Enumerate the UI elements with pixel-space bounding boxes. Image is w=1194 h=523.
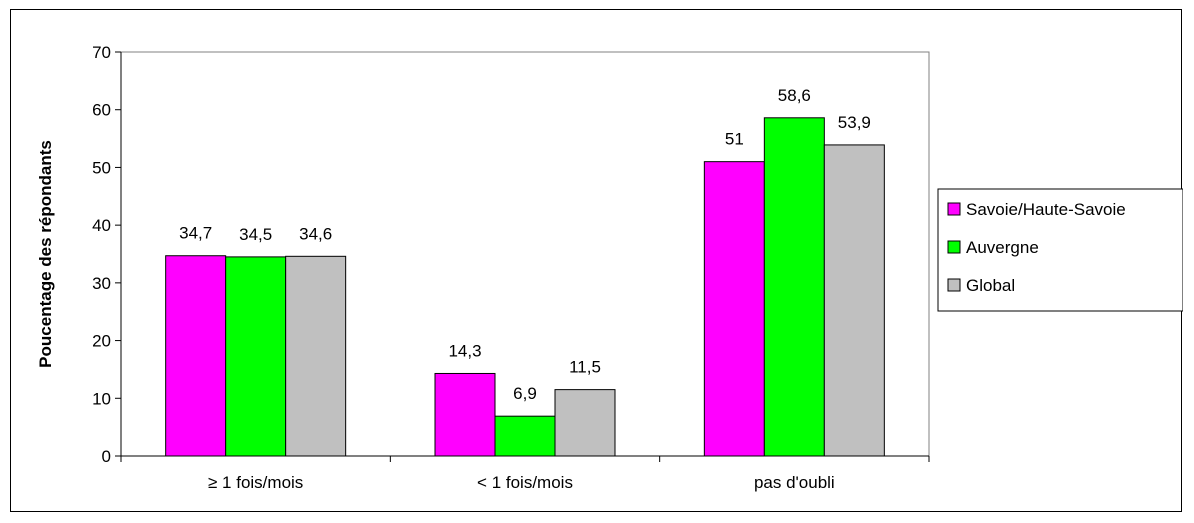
data-label: 14,3: [448, 341, 481, 360]
x-axis: ≥ 1 fois/mois < 1 fois/mois pas d'oubli: [120, 455, 930, 492]
legend-box: [937, 188, 1183, 312]
bar: [494, 415, 556, 457]
legend-label: Global: [966, 276, 1015, 295]
y-tick-label: 20: [92, 332, 111, 351]
x-category-label: < 1 fois/mois: [477, 473, 573, 492]
bar: [285, 255, 347, 457]
y-tick-label: 30: [92, 274, 111, 293]
data-label: 58,6: [778, 86, 811, 105]
bar: [165, 255, 227, 457]
bar: [554, 389, 616, 457]
y-axis-label: Poucentage des répondants: [36, 140, 55, 368]
bar: [434, 372, 496, 457]
bar: [823, 144, 885, 457]
legend-swatch: [947, 202, 961, 216]
data-label: 34,7: [179, 224, 212, 243]
legend: Savoie/Haute-Savoie Auvergne Global: [937, 188, 1183, 312]
data-label: 51: [725, 130, 744, 149]
data-label: 6,9: [513, 384, 537, 403]
data-label: 11,5: [569, 358, 601, 377]
chart-frame: 0 10 20 30 40 50 60 70 ≥ 1 fois/mois < 1 fois/mo…: [10, 9, 1183, 512]
legend-label: Auvergne: [966, 238, 1039, 257]
y-tick-label: 10: [92, 389, 111, 408]
legend-swatch: [947, 240, 961, 254]
legend-label: Savoie/Haute-Savoie: [966, 200, 1126, 219]
data-label: 34,5: [239, 225, 272, 244]
y-tick-label: 70: [92, 43, 111, 62]
x-category-label: pas d'oubli: [754, 473, 835, 492]
bar: [763, 117, 825, 457]
y-tick-label: 0: [102, 447, 111, 466]
bars: [165, 117, 885, 457]
legend-swatch: [947, 278, 961, 292]
bar: [225, 256, 287, 457]
data-label: 34,6: [299, 224, 332, 243]
y-tick-label: 50: [92, 158, 111, 177]
bar: [703, 161, 765, 457]
data-labels: 34,7 34,5 34,6 14,3 6,9 11,5 51 58,6 53,9: [179, 86, 871, 403]
data-label: 53,9: [838, 113, 871, 132]
x-category-label: ≥ 1 fois/mois: [208, 473, 303, 492]
y-tick-label: 60: [92, 101, 111, 120]
y-tick-label: 40: [92, 216, 111, 235]
y-axis: 0 10 20 30 40 50 60 70: [92, 43, 122, 466]
bar-chart: 0 10 20 30 40 50 60 70 ≥ 1 fois/mois < 1 fois/mo…: [36, 43, 1183, 492]
